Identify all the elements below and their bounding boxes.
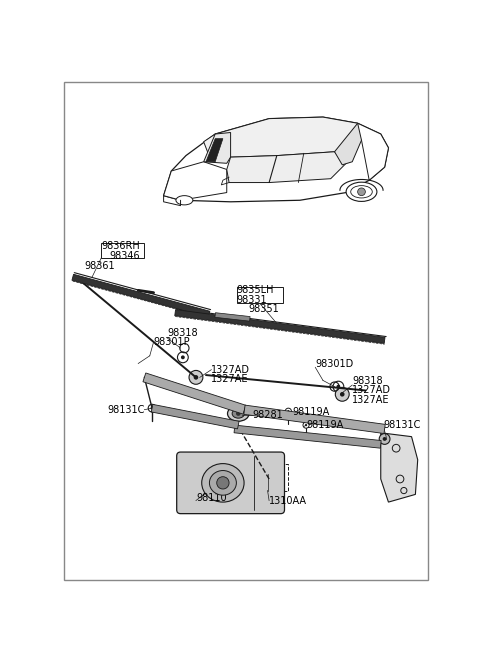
Circle shape xyxy=(305,424,307,426)
Circle shape xyxy=(358,188,365,196)
Circle shape xyxy=(265,468,269,472)
Polygon shape xyxy=(164,117,388,202)
FancyBboxPatch shape xyxy=(177,452,285,514)
Ellipse shape xyxy=(202,464,244,502)
Polygon shape xyxy=(227,152,346,183)
Circle shape xyxy=(151,407,154,409)
Polygon shape xyxy=(381,433,418,502)
Text: 98110: 98110 xyxy=(196,493,227,503)
Text: 98346: 98346 xyxy=(109,251,140,261)
Text: 98318: 98318 xyxy=(352,376,383,386)
Polygon shape xyxy=(72,274,210,317)
Ellipse shape xyxy=(346,182,377,202)
Text: 1327AD: 1327AD xyxy=(352,385,391,396)
Circle shape xyxy=(383,437,386,441)
Circle shape xyxy=(379,434,390,444)
Circle shape xyxy=(181,356,185,359)
Text: 98119A: 98119A xyxy=(306,420,343,430)
Circle shape xyxy=(189,371,203,384)
Text: 9835LH: 9835LH xyxy=(237,286,274,295)
Ellipse shape xyxy=(209,470,236,495)
Text: 98131C: 98131C xyxy=(108,405,145,415)
Bar xyxy=(101,242,144,258)
Polygon shape xyxy=(175,310,385,343)
Polygon shape xyxy=(151,404,239,429)
Polygon shape xyxy=(335,123,365,165)
Polygon shape xyxy=(244,405,385,434)
Text: 1327AE: 1327AE xyxy=(211,374,249,384)
Bar xyxy=(242,464,288,491)
Ellipse shape xyxy=(232,409,244,418)
Circle shape xyxy=(340,392,345,397)
Circle shape xyxy=(217,477,229,489)
Circle shape xyxy=(236,411,240,416)
Polygon shape xyxy=(234,425,381,448)
Polygon shape xyxy=(206,139,223,162)
Circle shape xyxy=(336,387,349,402)
Text: 98351: 98351 xyxy=(248,304,279,314)
Text: 98301D: 98301D xyxy=(315,358,354,369)
Polygon shape xyxy=(143,373,246,414)
Text: 98318: 98318 xyxy=(168,328,198,338)
Circle shape xyxy=(287,410,289,413)
Text: 98361: 98361 xyxy=(84,261,115,271)
Circle shape xyxy=(193,375,198,380)
Polygon shape xyxy=(358,123,388,180)
Ellipse shape xyxy=(228,406,249,421)
Text: 98119A: 98119A xyxy=(292,407,329,417)
Text: 98301P: 98301P xyxy=(154,337,190,347)
Polygon shape xyxy=(204,132,230,163)
Polygon shape xyxy=(215,312,250,321)
Text: 98281: 98281 xyxy=(252,410,283,420)
Text: 98331: 98331 xyxy=(237,295,267,305)
Text: 1310AA: 1310AA xyxy=(269,496,307,506)
Text: 1327AE: 1327AE xyxy=(352,395,390,405)
Ellipse shape xyxy=(176,196,193,205)
Text: 98131C: 98131C xyxy=(383,420,420,430)
Text: 9836RH: 9836RH xyxy=(101,242,140,252)
Text: 1327AD: 1327AD xyxy=(211,365,251,375)
Polygon shape xyxy=(204,117,361,157)
Circle shape xyxy=(336,384,340,388)
Bar xyxy=(237,286,283,303)
Polygon shape xyxy=(164,162,227,200)
Polygon shape xyxy=(254,456,281,479)
